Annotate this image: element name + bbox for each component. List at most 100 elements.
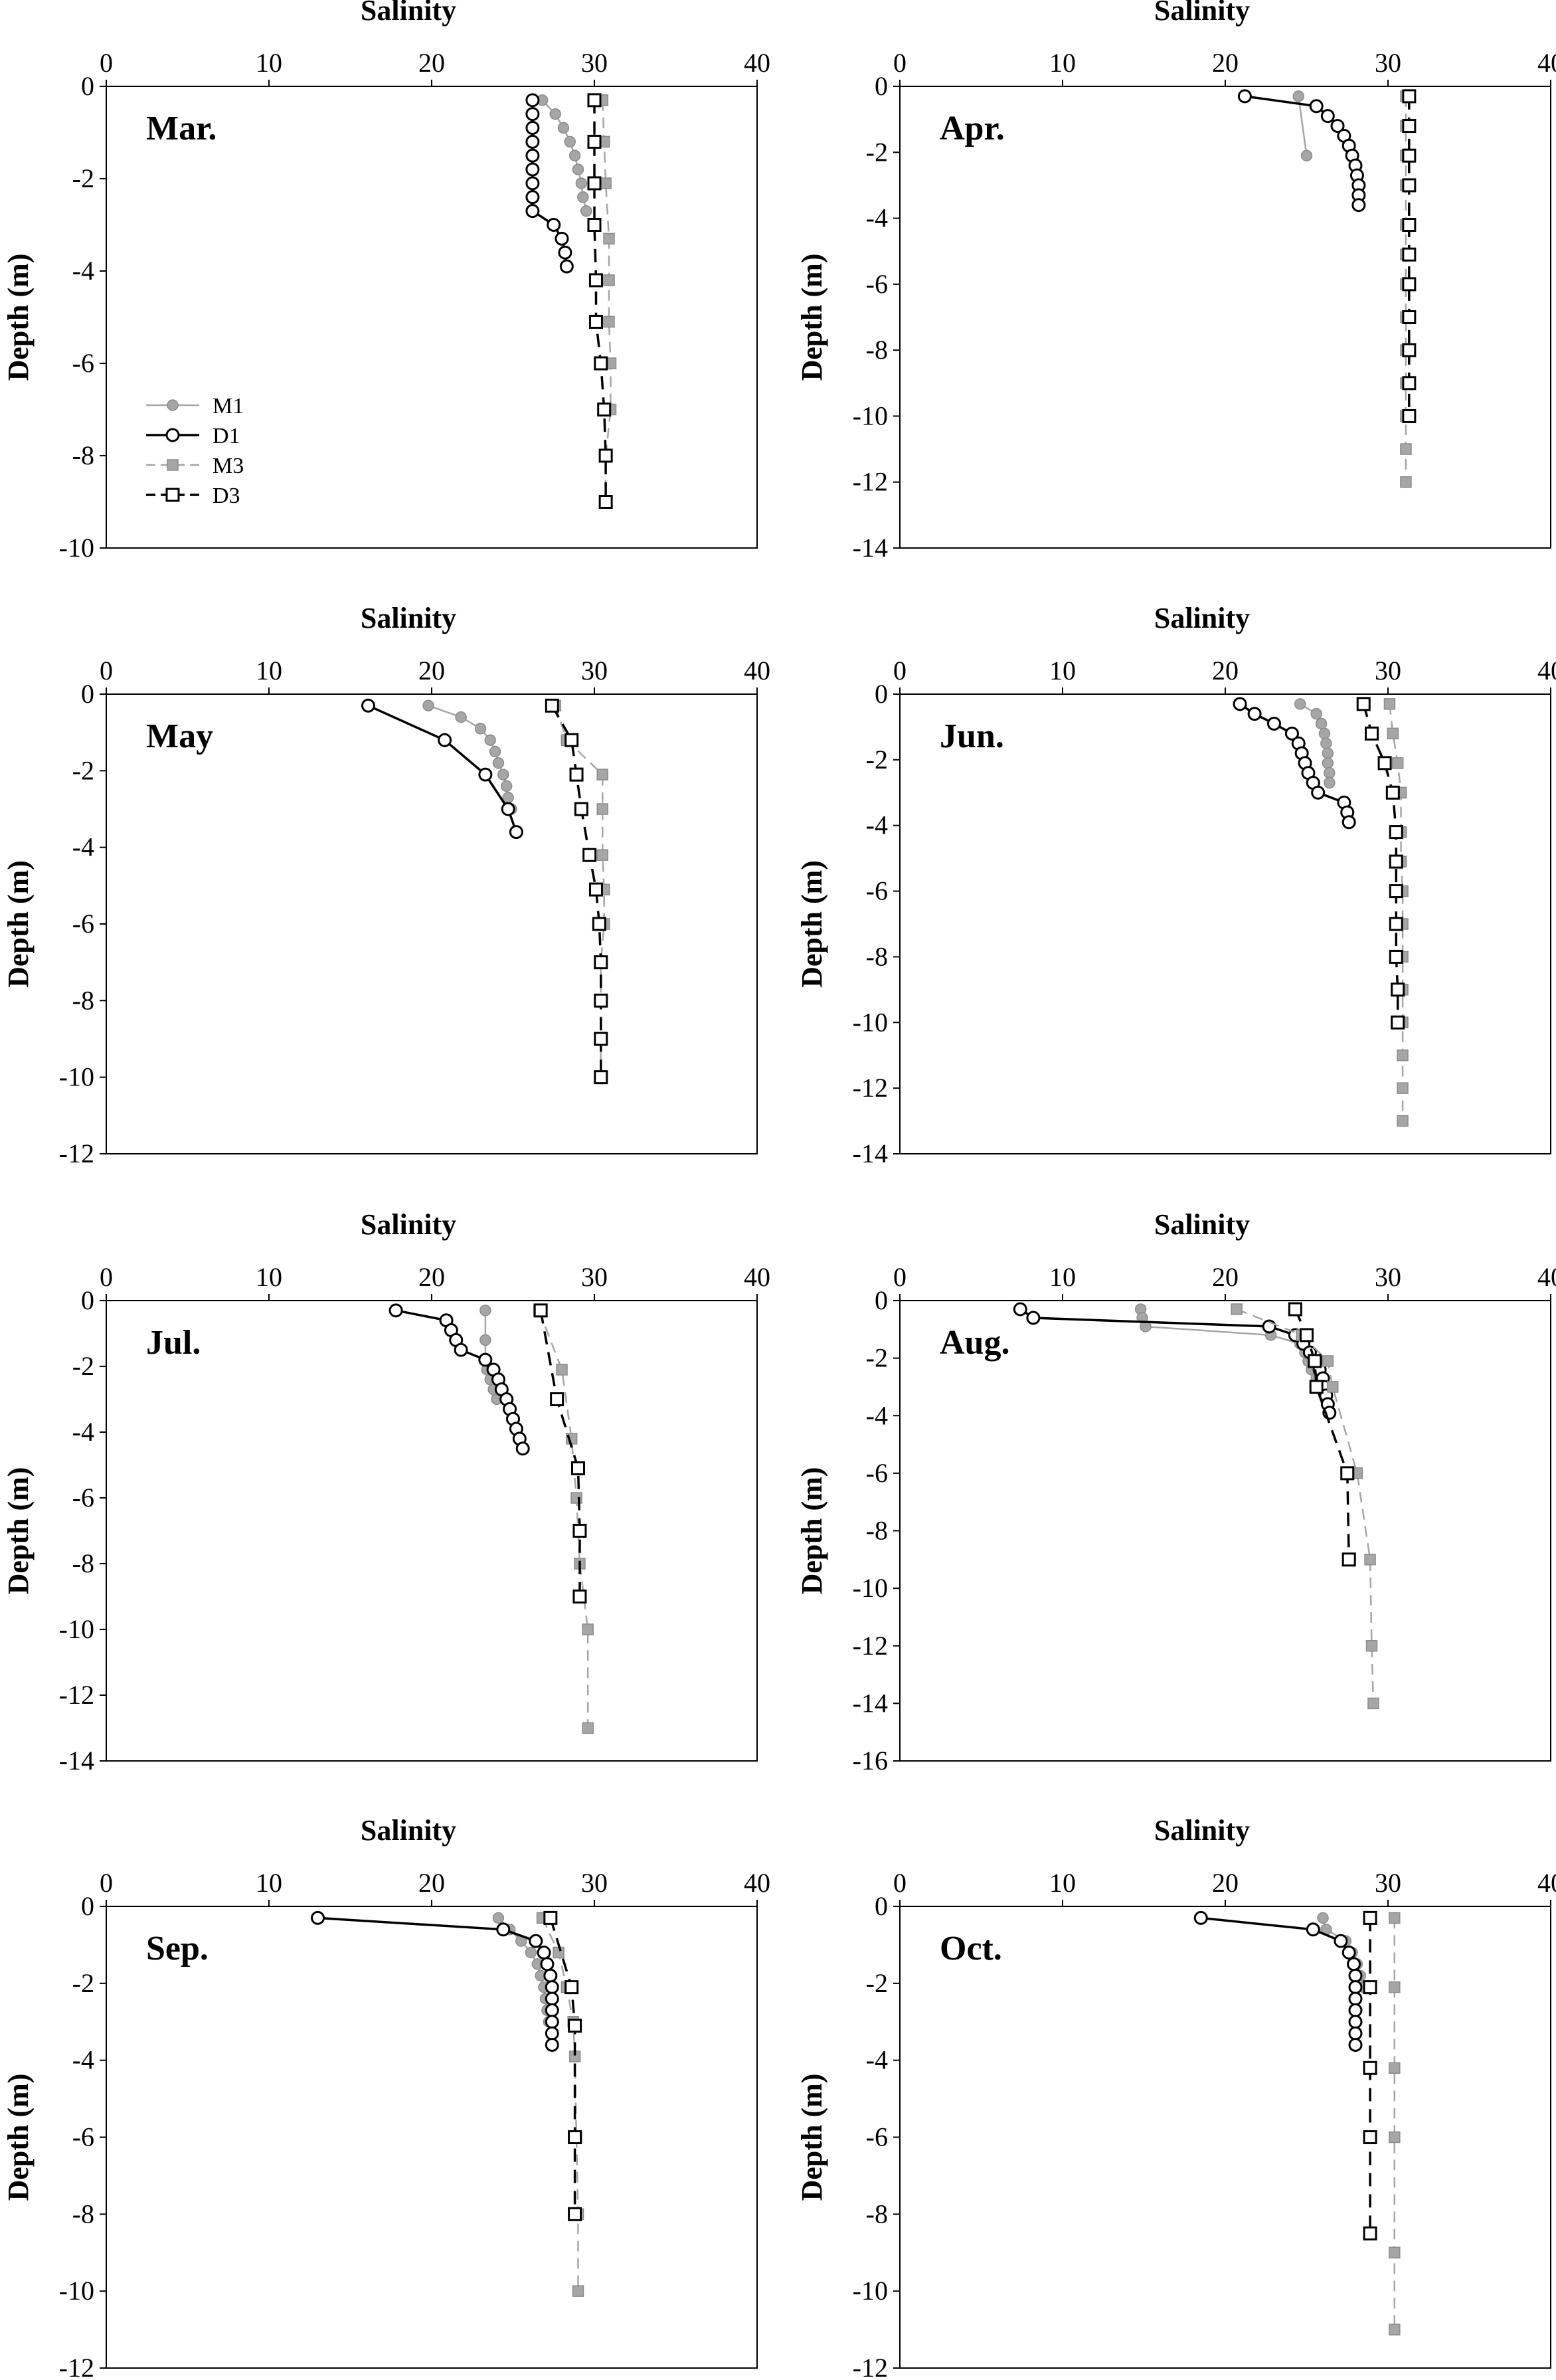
- data-point-m1: [549, 108, 561, 120]
- x-axis-title: Salinity: [361, 0, 456, 27]
- y-tick-label: -2: [72, 1968, 94, 1998]
- data-point-d3: [1402, 310, 1417, 324]
- data-point-d1: [1348, 1980, 1363, 1995]
- data-point-d1: [1306, 1922, 1320, 1937]
- data-point-m1: [497, 769, 509, 780]
- data-point-m1: [492, 1912, 505, 1924]
- data-point-d3: [594, 993, 608, 1008]
- y-tick-label: -12: [59, 1139, 94, 1168]
- y-tick-label: -2: [866, 1343, 888, 1373]
- data-point-d3: [1363, 2060, 1377, 2075]
- y-axis-title: Depth (m): [796, 2074, 828, 2201]
- x-tick-label: 0: [893, 656, 907, 686]
- x-axis-title: Salinity: [1154, 1814, 1250, 1847]
- y-tick-label: -4: [866, 203, 888, 233]
- data-point-m3: [1387, 727, 1399, 740]
- x-tick-label: 40: [1537, 48, 1556, 78]
- series-d1: [311, 1910, 559, 2052]
- data-point-d3: [597, 403, 612, 416]
- x-tick-label: 20: [1212, 1262, 1239, 1292]
- data-point-m1: [1322, 747, 1334, 759]
- data-point-d3: [588, 882, 603, 897]
- data-point-d1: [1309, 99, 1324, 114]
- data-point-d3: [568, 2207, 582, 2221]
- y-tick-label: -8: [72, 985, 94, 1015]
- x-tick-label: 0: [100, 1262, 113, 1292]
- data-point-m3: [1365, 1640, 1378, 1652]
- data-point-d1: [555, 231, 569, 246]
- data-point-d3: [1402, 89, 1417, 104]
- y-axis-title: Depth (m): [796, 1467, 828, 1595]
- data-point-m3: [1367, 1697, 1379, 1710]
- data-point-d3: [569, 767, 584, 782]
- data-point-d3: [1402, 409, 1417, 423]
- x-tick-label: 10: [1049, 1868, 1076, 1898]
- data-point-d3: [543, 1910, 558, 1925]
- panel-jun: 0 10 20 30 40 0 -2 -4 -6 -8 -10 -12 -14 Salinity Depth…: [796, 602, 1556, 1168]
- x-tick-label: 40: [744, 48, 770, 78]
- data-point-d3: [572, 1524, 587, 1538]
- data-point-m1: [1324, 767, 1336, 779]
- x-tick-label: 30: [581, 1262, 608, 1292]
- data-point-m3: [1364, 1554, 1376, 1566]
- data-point-d3: [594, 955, 608, 970]
- y-tick-label: -4: [866, 1400, 888, 1430]
- y-tick-label: -6: [866, 269, 888, 299]
- data-point-m3: [1391, 757, 1404, 769]
- x-axis-title: Salinity: [1154, 1208, 1250, 1241]
- y-tick-label: -10: [59, 2276, 94, 2306]
- data-point-d1: [1341, 815, 1356, 830]
- x-tick-label: 20: [418, 1262, 445, 1292]
- series-d3: [587, 93, 613, 509]
- series-d3: [1288, 1302, 1356, 1567]
- data-point-d3: [592, 917, 606, 931]
- data-point-m1: [1315, 717, 1328, 730]
- y-tick-label: -6: [72, 1483, 94, 1512]
- data-point-d3: [587, 93, 602, 108]
- y-tick-label: -2: [866, 137, 888, 167]
- data-point-d3: [587, 176, 602, 191]
- data-point-d1: [496, 1922, 511, 1937]
- y-tick-label: -6: [72, 2122, 94, 2152]
- y-tick-label: -4: [72, 832, 94, 862]
- data-point-m3: [570, 1492, 582, 1504]
- data-point-d1: [454, 1342, 468, 1357]
- x-tick-label: 40: [744, 1262, 770, 1292]
- x-tick-label: 30: [1375, 1868, 1401, 1898]
- data-point-d3: [574, 802, 588, 816]
- y-tick-label: -12: [59, 1680, 94, 1710]
- y-tick-label: -2: [72, 755, 94, 785]
- data-point-d3: [1300, 1328, 1314, 1342]
- data-point-d3: [582, 848, 597, 862]
- series-m1: [1292, 90, 1313, 161]
- y-axis-title: Depth (m): [2, 254, 35, 381]
- data-point-d1: [438, 733, 452, 747]
- data-point-m3: [600, 177, 612, 189]
- x-tick-label: 20: [418, 1868, 445, 1898]
- data-point-d3: [594, 356, 608, 371]
- y-tick-label: 0: [875, 1285, 888, 1315]
- data-point-d3: [1389, 884, 1403, 899]
- data-point-m3: [1389, 2062, 1401, 2074]
- data-point-m1: [502, 791, 514, 804]
- x-axis-title: Salinity: [361, 1814, 456, 1847]
- x-tick-label: 10: [1049, 48, 1076, 78]
- data-point-d3: [594, 1032, 608, 1046]
- data-point-d3: [1402, 218, 1417, 232]
- x-tick-label: 30: [581, 656, 608, 686]
- data-point-d1: [1193, 1910, 1208, 1925]
- legend: M1 D1 M3 D3: [146, 394, 244, 508]
- data-point-d1: [311, 1910, 325, 1925]
- data-point-m1: [575, 177, 588, 189]
- data-point-d1: [478, 1352, 493, 1367]
- x-tick-label: 10: [256, 1868, 282, 1898]
- panel-mar: 0 10 20 30 40 0 -2 -4 -6 -8 -10 Salinity Depth (m) Ma…: [2, 0, 770, 563]
- data-point-m1: [484, 734, 496, 746]
- month-label: Oct.: [940, 1930, 1002, 1968]
- y-tick-label: -4: [72, 256, 94, 286]
- data-point-d1: [1341, 1946, 1356, 1960]
- x-axis-title: Salinity: [361, 1208, 456, 1241]
- y-tick-label: -8: [866, 2199, 888, 2229]
- series-d1: [1233, 697, 1356, 830]
- data-point-d1: [525, 107, 540, 122]
